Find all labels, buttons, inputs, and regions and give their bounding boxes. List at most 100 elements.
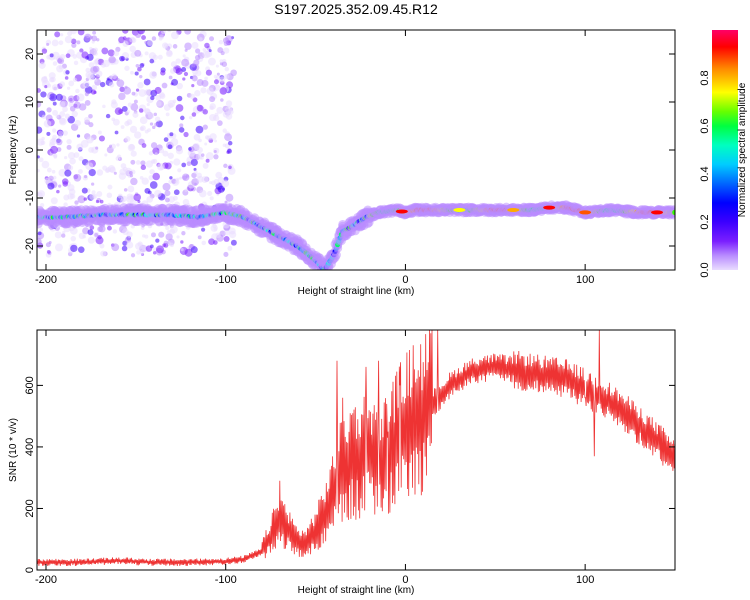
spectrogram-speckle xyxy=(71,42,77,48)
spectrogram-speckle xyxy=(147,112,155,119)
spectrogram-speckle xyxy=(46,107,52,113)
spectrogram-speckle xyxy=(220,51,225,56)
spectrogram-speckle xyxy=(101,47,109,55)
spectrogram-speckle xyxy=(43,119,52,128)
spectrogram-speckle xyxy=(53,155,58,159)
spectrogram-speckle xyxy=(37,88,41,93)
spectrogram-marks xyxy=(37,30,675,270)
x-tick-label: 0 xyxy=(402,274,408,286)
spectrogram-speckle xyxy=(41,48,48,54)
spectrogram-speckle xyxy=(127,102,133,107)
spectrogram-speckle xyxy=(140,164,147,171)
spectrogram-speckle xyxy=(84,86,93,94)
spectrogram-speckle xyxy=(122,30,129,34)
spectrogram-speckle xyxy=(144,40,148,44)
spectrogram-speckle xyxy=(88,122,94,128)
spectrogram-speckle xyxy=(145,245,153,252)
spectrogram-speckle xyxy=(78,103,87,111)
spectrogram-speckle xyxy=(209,196,214,201)
spectrogram-speckle xyxy=(184,188,188,192)
spectrogram-speckle xyxy=(139,250,145,255)
spectrogram-speckle xyxy=(213,149,217,154)
spectrogram-speckle xyxy=(88,168,96,177)
spectrogram-speckle xyxy=(138,89,147,97)
spectrogram-speckle xyxy=(108,56,116,64)
spectrogram-speckle xyxy=(64,113,70,119)
spectrogram-speckle xyxy=(202,162,209,169)
spectrogram-speckle xyxy=(52,101,57,106)
spectrogram-speckle xyxy=(46,95,51,99)
y-tick-label: 600 xyxy=(24,376,36,394)
spectrogram-speckle xyxy=(87,236,95,244)
spectrogram-speckle xyxy=(111,73,118,80)
spectrogram-speckle xyxy=(135,88,140,92)
spectrogram-speckle xyxy=(224,200,228,204)
spectrogram-speckle xyxy=(87,72,95,81)
spectrogram-speckle xyxy=(162,182,171,191)
spectrogram-speckle xyxy=(149,181,158,189)
spectrogram-speckle xyxy=(94,232,99,237)
spectrogram-speckle xyxy=(130,103,139,111)
spectrogram-speckle xyxy=(55,93,63,101)
spectrogram-speckle xyxy=(126,241,134,249)
spectrogram-speckle xyxy=(139,126,144,131)
spectrogram-speckle xyxy=(60,100,68,109)
spectrogram-speckle xyxy=(181,67,187,72)
spectrogram-speckle xyxy=(54,231,62,239)
spectrogram-speckle xyxy=(76,40,81,45)
spectrogram-speckle xyxy=(111,243,120,252)
spectrogram-speckle xyxy=(77,168,83,174)
spectrogram-speckle xyxy=(37,126,43,134)
spectrogram-speckle xyxy=(71,110,78,118)
spectrogram-speckle xyxy=(224,133,232,142)
spectrogram-speckle xyxy=(91,190,96,195)
spectrogram-speckle xyxy=(174,180,179,184)
spectrogram-speckle xyxy=(169,176,173,180)
spectrogram-speckle xyxy=(61,178,69,185)
spectrogram-speckle xyxy=(153,112,158,117)
spectrogram-speckle xyxy=(137,82,144,89)
spectrogram-speckle xyxy=(96,169,104,176)
colorbar-tick-label: 0.4 xyxy=(699,166,711,181)
spectrogram-speckle xyxy=(66,138,72,145)
spectrogram-speckle xyxy=(176,235,180,239)
spectrogram-speckle xyxy=(165,233,173,241)
spectrogram-speckle xyxy=(52,109,59,116)
spectrogram-speckle xyxy=(113,50,120,57)
spectrogram-speckle xyxy=(132,111,139,118)
spectrogram-speckle xyxy=(204,76,208,81)
spectrogram-speckle xyxy=(172,44,178,49)
snr-frame xyxy=(36,329,676,571)
spectrogram-speckle xyxy=(93,51,98,56)
spectrogram-speckle xyxy=(149,122,154,126)
spectrogram-speckle xyxy=(51,84,59,91)
spectrogram-speckle xyxy=(193,167,197,171)
spectrogram-speckle xyxy=(123,86,132,95)
spectrogram-speckle xyxy=(179,123,184,128)
spectrogram-speckle xyxy=(135,63,140,68)
spectrogram-speckle xyxy=(225,113,233,120)
spectrogram-speckle xyxy=(63,194,70,201)
spectrogram-speckle xyxy=(76,93,85,102)
spectrogram-speckle xyxy=(142,234,146,238)
spectrogram-speckle xyxy=(223,163,228,169)
spectrogram-speckle xyxy=(124,120,130,127)
spectrogram-speckle xyxy=(37,191,40,196)
y-tick-label: -10 xyxy=(24,190,36,206)
spectrogram-speckle xyxy=(188,115,193,120)
spectrogram-speckle xyxy=(49,138,57,146)
spectrogram-speckle xyxy=(139,74,143,79)
y-tick-label: 10 xyxy=(24,96,36,108)
spectrogram-speckle xyxy=(217,185,225,193)
spectrogram-speckle xyxy=(214,139,218,143)
spectrogram-speckle xyxy=(59,111,66,117)
spectrogram-speckle xyxy=(107,165,116,173)
spectrogram-speckle xyxy=(221,187,225,191)
spectrogram-speckle xyxy=(195,70,202,77)
spectrogram-speckle xyxy=(65,70,70,75)
spectrogram-speckle xyxy=(102,59,110,68)
spectrogram-speckle xyxy=(175,104,184,112)
spectrogram-speckle xyxy=(64,76,69,80)
spectrogram-speckle xyxy=(116,143,120,147)
spectrogram-speckle xyxy=(107,225,112,231)
